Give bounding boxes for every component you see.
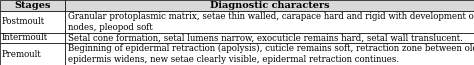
Text: Setal cone formation, setal lumens narrow, exocuticle remains hard, setal wall t: Setal cone formation, setal lumens narro… [68, 33, 463, 42]
Bar [0, 0, 65, 11]
Text: Premoult: Premoult [2, 50, 42, 59]
Text: Stages: Stages [14, 1, 51, 10]
Text: Granular protoplasmic matrix, setae thin walled, carapace hard and rigid with de: Granular protoplasmic matrix, setae thin… [68, 12, 474, 32]
Bar [65, 43, 474, 65]
Bar [0, 32, 65, 43]
Text: Beginning of epidermal retraction (apolysis), cuticle remains soft, retraction z: Beginning of epidermal retraction (apoly… [68, 44, 474, 64]
Text: Diagnostic characters: Diagnostic characters [210, 1, 329, 10]
Bar [65, 0, 474, 11]
Bar [65, 11, 474, 32]
Text: Intermoult: Intermoult [2, 33, 48, 42]
Bar [0, 43, 65, 65]
Bar [65, 32, 474, 43]
Bar [0, 11, 65, 32]
Text: Postmoult: Postmoult [2, 17, 45, 26]
